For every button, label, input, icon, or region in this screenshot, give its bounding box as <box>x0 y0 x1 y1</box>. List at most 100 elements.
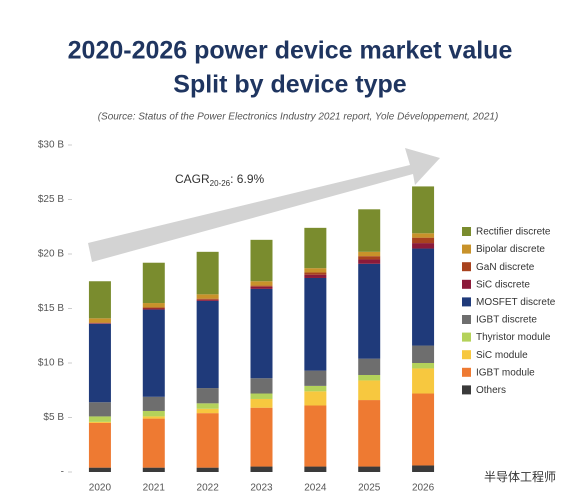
bar-segment <box>358 400 381 467</box>
legend-swatch <box>462 350 471 360</box>
bar-segment <box>142 418 165 468</box>
bar-segment <box>358 466 381 472</box>
y-tick-label: $20 B <box>38 249 64 260</box>
bar-segment <box>196 403 219 409</box>
bar-segment <box>250 285 273 287</box>
bar-segment <box>250 466 273 472</box>
legend-swatch <box>462 244 471 254</box>
bar-segment <box>358 256 381 260</box>
bar-segment <box>412 363 435 369</box>
bar-segment <box>358 380 381 401</box>
bar-segment <box>88 323 111 324</box>
bar-segment <box>196 298 219 300</box>
legend-swatch <box>462 297 471 307</box>
x-tick-label: 2025 <box>358 483 381 494</box>
y-tick-label: $25 B <box>38 194 64 205</box>
bar-segment <box>142 262 165 304</box>
bar-segment <box>250 288 273 379</box>
bar-segment <box>88 323 111 403</box>
y-tick-label: $5 B <box>43 412 64 423</box>
bar-segment <box>412 248 435 346</box>
y-tick-label: $15 B <box>38 303 64 314</box>
bar-segment <box>88 467 111 472</box>
bar-segment <box>88 422 111 468</box>
bar-segment <box>358 209 381 252</box>
bar-segment <box>142 309 165 397</box>
legend-label: SiC discrete <box>476 279 530 290</box>
bar-segment <box>250 378 273 394</box>
bar-segment <box>304 370 327 386</box>
bar-segment <box>304 466 327 472</box>
bar-segment <box>250 286 273 289</box>
legend-label: IGBT module <box>476 367 535 378</box>
x-tick-label: 2023 <box>250 483 273 494</box>
x-tick-label: 2020 <box>89 483 112 494</box>
cagr-subscript: 20-26 <box>210 179 231 188</box>
bar-segment <box>196 251 219 295</box>
bar-segment <box>358 374 381 381</box>
bar-segment <box>196 413 219 468</box>
x-tick-label: 2024 <box>304 483 327 494</box>
legend-swatch <box>462 332 471 342</box>
legend-label: Thyristor module <box>476 332 551 343</box>
legend-swatch <box>462 367 471 377</box>
bar-segment <box>196 294 219 299</box>
legend-label: SiC module <box>476 350 528 361</box>
legend-label: MOSFET discrete <box>476 297 556 308</box>
y-tick-label: $10 B <box>38 358 64 369</box>
trend-arrow <box>88 148 440 262</box>
bar-segment <box>412 186 435 234</box>
bar-segment <box>142 396 165 411</box>
bar-segment <box>142 308 165 310</box>
x-tick-label: 2022 <box>197 483 220 494</box>
bar-segment <box>304 385 327 392</box>
bar-segment <box>304 405 327 467</box>
cagr-value: : 6.9% <box>230 172 264 186</box>
bar-segment <box>358 263 381 359</box>
bar-segment <box>196 299 219 301</box>
bar-segment <box>142 416 165 419</box>
bar-segment <box>88 322 111 324</box>
legend-label: Bipolar discrete <box>476 244 545 255</box>
cagr-annotation: CAGR20-26: 6.9% <box>175 172 264 188</box>
bar-segment <box>88 318 111 323</box>
bar-segment <box>358 251 381 257</box>
legend-label: IGBT discrete <box>476 315 537 326</box>
bar-segment <box>250 393 273 399</box>
bar-segment <box>412 243 435 249</box>
bar-segment <box>412 237 435 244</box>
legend-label: GaN discrete <box>476 262 535 273</box>
watermark: 半导体工程师 <box>484 469 556 484</box>
bar-segment <box>88 281 111 319</box>
legend-swatch <box>462 279 471 289</box>
bar-segment <box>88 421 111 423</box>
bar-segment <box>358 259 381 264</box>
bar-segment <box>412 233 435 238</box>
bar-segment <box>250 407 273 467</box>
legend-swatch <box>462 385 471 395</box>
bar-segment <box>304 268 327 273</box>
bar-segment <box>304 274 327 278</box>
bar-segment <box>412 465 435 472</box>
bar-segment <box>196 388 219 404</box>
legend-label: Rectifier discrete <box>476 227 551 238</box>
bar-segment <box>250 398 273 408</box>
bar-segment <box>250 281 273 286</box>
y-tick-label: $30 B <box>38 140 64 151</box>
bar-segment <box>142 467 165 472</box>
bar-segment <box>196 408 219 414</box>
x-tick-label: 2021 <box>143 483 166 494</box>
bar-segment <box>250 239 273 282</box>
bar-segment <box>88 402 111 417</box>
chart-subtitle: Split by device type <box>173 71 407 99</box>
chart-title: 2020-2026 power device market value <box>68 37 513 65</box>
bar-segment <box>142 307 165 309</box>
bar-segment <box>412 345 435 363</box>
legend-label: Others <box>476 385 506 396</box>
bar-segment <box>196 467 219 472</box>
bar-segment <box>304 277 327 371</box>
legend-swatch <box>462 262 471 272</box>
bar-segment <box>412 368 435 394</box>
bar-segment <box>142 303 165 308</box>
legend-swatch <box>462 315 471 324</box>
